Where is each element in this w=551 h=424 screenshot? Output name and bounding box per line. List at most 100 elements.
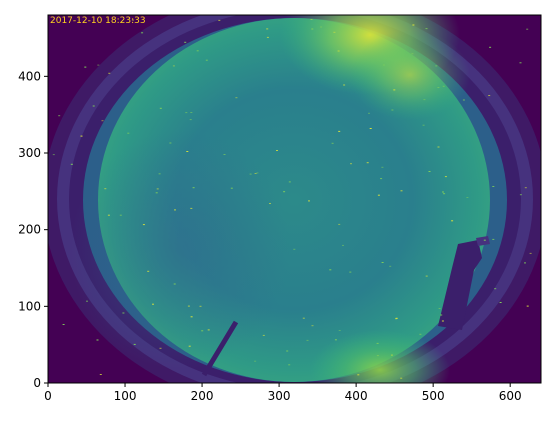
noise-speck [419, 333, 422, 335]
noise-speck [147, 270, 150, 272]
noise-speck [172, 65, 175, 67]
noise-speck [390, 354, 393, 356]
noise-speck [494, 288, 497, 290]
noise-speck [188, 345, 191, 347]
noise-speck [173, 283, 176, 285]
noise-speck [174, 209, 176, 211]
noise-speck [101, 120, 104, 122]
noise-speck [52, 154, 55, 156]
noise-speck [288, 181, 291, 183]
noise-speck [310, 19, 313, 20]
noise-speck [159, 107, 162, 109]
noise-speck [286, 350, 289, 352]
noise-speck [201, 330, 204, 332]
noise-speck [254, 360, 257, 362]
noise-speck [441, 320, 444, 322]
noise-speck [488, 95, 491, 96]
noise-speck [342, 244, 344, 246]
noise-speck [108, 72, 111, 74]
noise-speck [376, 355, 379, 357]
noise-speck [438, 308, 441, 309]
noise-speck [186, 151, 189, 152]
noise-speck [337, 50, 340, 52]
noise-speck [380, 178, 383, 180]
noise-speck [155, 192, 158, 194]
noise-speck [526, 28, 529, 30]
structure-top [476, 236, 490, 246]
noise-speck [230, 187, 233, 189]
noise-speck [306, 339, 309, 341]
noise-speck [185, 112, 188, 114]
noise-speck [423, 99, 426, 101]
noise-speck [366, 162, 369, 164]
star-noise [52, 19, 532, 379]
noise-speck [338, 330, 341, 331]
noise-speck [152, 303, 154, 305]
noise-speck [192, 187, 195, 189]
noise-speck [80, 135, 83, 137]
noise-speck [122, 312, 125, 314]
noise-speck [377, 194, 380, 196]
noise-speck [425, 275, 428, 277]
noise-speck [526, 305, 529, 307]
noise-speck [62, 324, 65, 325]
noise-speck [84, 66, 87, 68]
noise-speck [369, 128, 372, 129]
noise-speck [425, 28, 428, 30]
x-axis: 0 100 200 300 400 500 600 [44, 383, 522, 403]
noise-speck [141, 32, 144, 34]
noise-speck [308, 200, 310, 202]
noise-speck [97, 64, 100, 66]
noise-speck [422, 124, 425, 126]
noise-speck [451, 220, 454, 222]
noise-speck [142, 224, 145, 226]
noise-speck [269, 203, 271, 204]
noise-speck [266, 28, 269, 30]
x-tick-label: 600 [499, 389, 522, 403]
noise-speck [343, 84, 346, 86]
noise-speck [331, 142, 334, 144]
noise-speck [395, 317, 398, 319]
noise-speck [349, 271, 352, 273]
noise-speck [338, 223, 341, 225]
pole-silhouette [201, 320, 239, 377]
noise-speck [437, 87, 440, 88]
noise-speck [412, 24, 415, 26]
noise-speck [276, 150, 278, 151]
noise-speck [342, 26, 344, 28]
noise-speck [283, 191, 286, 193]
noise-speck [187, 305, 190, 307]
noise-speck [368, 112, 370, 114]
noise-speck [254, 173, 257, 174]
sky-image [48, 15, 541, 383]
noise-speck [302, 317, 305, 319]
x-tick-label: 400 [345, 389, 368, 403]
noise-speck [86, 300, 88, 302]
noise-speck [249, 173, 252, 175]
x-tick-label: 500 [422, 389, 445, 403]
noise-speck [58, 115, 61, 117]
noise-speck [444, 176, 447, 178]
noise-speck [519, 62, 522, 64]
y-tick-label: 300 [18, 146, 41, 160]
noise-speck [99, 374, 102, 375]
noise-speck [524, 262, 526, 264]
noise-speck [492, 186, 495, 187]
noise-speck [489, 46, 492, 48]
noise-speck [462, 99, 465, 101]
noise-speck [466, 197, 469, 198]
noise-speck [499, 302, 502, 303]
noise-speck [440, 314, 443, 316]
noise-speck [389, 265, 392, 267]
noise-speck [393, 89, 396, 91]
noise-speck [519, 194, 522, 196]
noise-speck [131, 19, 134, 21]
noise-speck [524, 187, 527, 189]
noise-speck [381, 166, 384, 168]
noise-speck [483, 239, 486, 241]
noise-speck [256, 172, 259, 174]
noise-speck [391, 109, 394, 111]
noise-speck [156, 188, 159, 190]
noise-speck [382, 64, 385, 66]
